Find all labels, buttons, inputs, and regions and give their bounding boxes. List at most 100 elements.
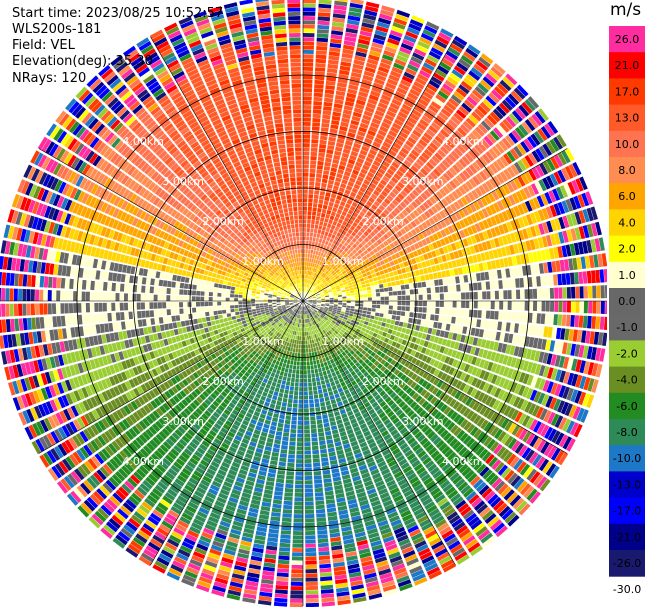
range-gate — [529, 419, 538, 431]
range-gate — [539, 326, 545, 337]
range-gate — [325, 304, 330, 307]
range-gate — [449, 340, 456, 349]
range-gate — [372, 248, 379, 254]
range-gate — [480, 120, 492, 131]
range-gate — [453, 341, 460, 350]
range-gate — [334, 235, 339, 241]
range-gate — [395, 280, 401, 286]
range-gate — [504, 245, 511, 256]
range-gate — [318, 7, 331, 13]
range-gate — [332, 265, 337, 270]
range-gate — [328, 293, 333, 296]
range-gate — [543, 262, 549, 274]
range-gate — [488, 92, 500, 104]
range-gate — [583, 361, 590, 375]
range-gate — [491, 89, 503, 101]
range-gate — [329, 294, 334, 297]
range-gate — [310, 151, 318, 157]
range-gate — [370, 214, 377, 221]
range-gate — [387, 328, 393, 334]
range-gate — [292, 552, 303, 557]
range-gate — [304, 408, 309, 413]
range-gate — [305, 292, 308, 296]
range-gate — [440, 354, 447, 363]
range-gate — [332, 310, 337, 314]
range-gate — [459, 317, 465, 325]
range-gate — [505, 322, 511, 332]
range-gate — [322, 311, 327, 314]
range-gate — [374, 328, 380, 334]
range-gate — [362, 255, 368, 261]
range-gate — [317, 229, 322, 234]
range-gate — [323, 289, 328, 292]
range-gate — [438, 162, 448, 172]
range-gate — [370, 193, 378, 200]
range-gate — [272, 499, 282, 505]
range-gate — [314, 71, 325, 76]
range-gate — [355, 194, 362, 201]
range-gate — [495, 188, 504, 199]
range-gate — [481, 208, 489, 218]
range-gate — [333, 250, 338, 255]
range-gate — [365, 175, 373, 182]
range-gate — [349, 177, 356, 184]
range-gate — [379, 62, 391, 70]
range-gate — [310, 291, 314, 295]
range-gate — [376, 292, 381, 297]
range-gate — [370, 46, 383, 54]
range-gate — [315, 58, 327, 64]
range-gate — [550, 413, 560, 427]
range-gate — [511, 110, 523, 123]
range-gate — [316, 303, 321, 305]
range-gate — [466, 226, 474, 236]
range-gate — [316, 419, 323, 425]
range-gate — [540, 249, 547, 261]
range-gate — [394, 138, 404, 147]
range-gate — [376, 245, 382, 252]
range-gate — [361, 207, 368, 214]
range-gate — [521, 415, 531, 427]
range-gate — [331, 312, 336, 315]
range-gate — [375, 325, 381, 330]
range-gate — [351, 249, 357, 255]
range-gate — [322, 357, 327, 363]
range-gate — [383, 208, 390, 216]
range-gate — [333, 317, 338, 321]
range-gate — [509, 322, 515, 333]
range-gate — [399, 262, 405, 269]
range-gate — [293, 361, 297, 366]
range-gate — [597, 253, 603, 268]
range-gate — [343, 207, 349, 213]
range-gate — [353, 257, 359, 263]
range-gate — [275, 589, 288, 595]
range-gate — [471, 129, 482, 140]
range-gate — [442, 142, 453, 152]
range-gate — [504, 196, 513, 208]
range-gate — [461, 292, 466, 300]
range-gate — [374, 267, 379, 273]
range-gate — [414, 226, 421, 234]
range-gate — [378, 279, 383, 285]
range-gate — [278, 418, 285, 424]
range-gate — [305, 539, 316, 544]
range-gate — [298, 408, 303, 413]
range-gate — [427, 252, 433, 259]
range-gate — [298, 412, 303, 417]
range-gate — [361, 118, 370, 125]
range-gate — [434, 152, 444, 161]
range-gate — [428, 79, 440, 89]
range-gate — [496, 173, 505, 184]
range-gate — [346, 244, 352, 250]
range-gate — [566, 387, 574, 401]
range-gate — [359, 186, 367, 193]
range-gate — [510, 357, 517, 368]
range-gate — [579, 375, 587, 390]
range-gate — [317, 29, 329, 34]
range-gate — [489, 178, 498, 189]
range-gate — [502, 183, 511, 195]
range-gate — [464, 309, 470, 317]
range-gate — [301, 315, 303, 319]
range-gate — [468, 178, 477, 188]
range-gate — [324, 259, 329, 265]
range-gate — [354, 252, 360, 257]
